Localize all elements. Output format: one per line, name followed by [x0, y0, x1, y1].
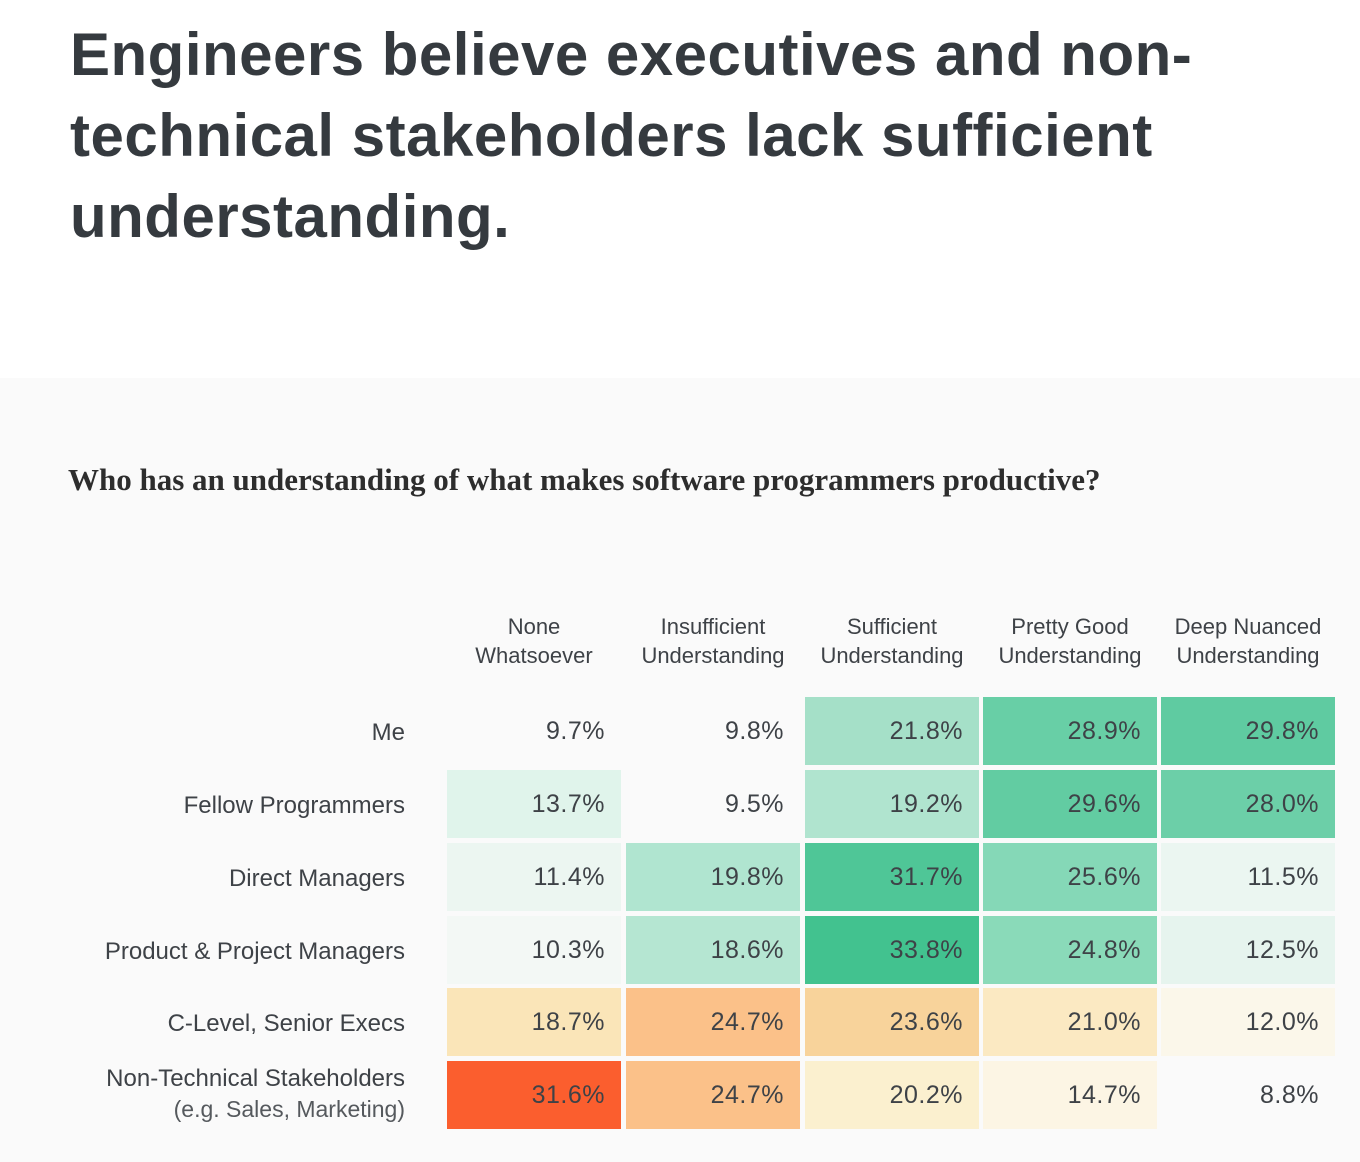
chart-title: Who has an understanding of what makes s…	[68, 462, 1101, 497]
row-label: Me	[0, 697, 405, 769]
heatmap-cell: 10.3%	[447, 916, 621, 984]
row-label-text: Non-Technical Stakeholders	[106, 1065, 405, 1092]
column-header: Sufficient Understanding	[803, 612, 981, 670]
heatmap-cell: 9.8%	[626, 697, 800, 765]
row-label: Product & Project Managers	[0, 916, 405, 988]
row-label-text: Direct Managers	[228, 865, 405, 892]
heatmap-cell: 24.7%	[626, 988, 800, 1056]
column-header-line: Insufficient	[660, 614, 766, 639]
column-header-line: Deep Nuanced	[1174, 614, 1322, 639]
heatmap-cell: 18.6%	[626, 916, 800, 984]
column-header-line: Whatsoever	[475, 643, 593, 668]
heatmap-cell: 8.8%	[1161, 1061, 1335, 1129]
heatmap-cell: 19.2%	[805, 770, 979, 838]
row-label-text: C-Level, Senior Execs	[167, 1010, 405, 1037]
heatmap-cell: 21.8%	[805, 697, 979, 765]
page-title: Engineers believe executives and non-tec…	[70, 21, 1193, 250]
row-label-text: Me	[371, 719, 405, 746]
heatmap-cell: 24.7%	[626, 1061, 800, 1129]
heatmap-cell: 12.5%	[1161, 916, 1335, 984]
column-header: Pretty Good Understanding	[981, 612, 1159, 670]
heatmap-cell: 11.5%	[1161, 843, 1335, 911]
heatmap-cell: 18.7%	[447, 988, 621, 1056]
row-label-text: Product & Project Managers	[104, 938, 405, 965]
heatmap-cell: 12.0%	[1161, 988, 1335, 1056]
row-label: Direct Managers	[0, 843, 405, 915]
row-label-text: Fellow Programmers	[183, 792, 405, 819]
heatmap-cell: 29.6%	[983, 770, 1157, 838]
column-header: Deep Nuanced Understanding	[1159, 612, 1337, 670]
column-header-line: Sufficient	[846, 614, 938, 639]
heatmap-cell: 24.8%	[983, 916, 1157, 984]
column-header: Insufficient Understanding	[624, 612, 802, 670]
column-header: None Whatsoever	[445, 612, 623, 670]
heatmap-cell: 28.0%	[1161, 770, 1335, 838]
heatmap-cell: 28.9%	[983, 697, 1157, 765]
heatmap-cell: 33.8%	[805, 916, 979, 984]
heatmap-cell: 21.0%	[983, 988, 1157, 1056]
heatmap-cell: 14.7%	[983, 1061, 1157, 1129]
heatmap-cell: 31.7%	[805, 843, 979, 911]
heatmap-cell: 13.7%	[447, 770, 621, 838]
heatmap-cell: 9.7%	[447, 697, 621, 765]
row-label: Fellow Programmers	[0, 770, 405, 842]
heatmap-cell: 11.4%	[447, 843, 621, 911]
column-header-line: Understanding	[1176, 643, 1320, 668]
heatmap-cell: 31.6%	[447, 1061, 621, 1129]
column-header-line: Understanding	[820, 643, 964, 668]
heatmap-cell: 23.6%	[805, 988, 979, 1056]
column-header-line: Understanding	[998, 643, 1142, 668]
heatmap-cell: 20.2%	[805, 1061, 979, 1129]
column-header-line: Pretty Good	[1011, 614, 1129, 639]
row-sublabel: (e.g. Sales, Marketing)	[173, 1096, 405, 1122]
column-header-line: Understanding	[641, 643, 785, 668]
heatmap-cell: 29.8%	[1161, 697, 1335, 765]
row-label: C-Level, Senior Execs	[0, 988, 405, 1060]
heatmap-cell: 25.6%	[983, 843, 1157, 911]
row-label: Non-Technical Stakeholders (e.g. Sales, M…	[0, 1063, 405, 1125]
heatmap-cell: 19.8%	[626, 843, 800, 911]
heatmap-cell: 9.5%	[626, 770, 800, 838]
column-header-line: None	[507, 614, 561, 639]
